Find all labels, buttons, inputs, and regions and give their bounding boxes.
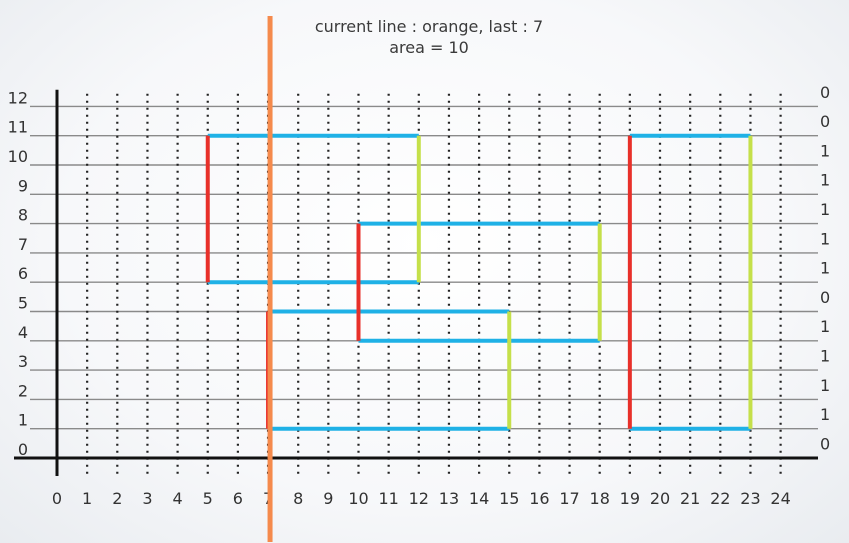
- x-tick-label-10: 10: [348, 489, 368, 508]
- x-tick-label-9: 9: [323, 489, 333, 508]
- x-tick-label-17: 17: [559, 489, 579, 508]
- x-tick-label-24: 24: [770, 489, 790, 508]
- y-tick-label-8: 8: [18, 206, 28, 225]
- right-count-label-3: 1: [820, 171, 830, 190]
- right-count-label-4: 1: [820, 200, 830, 219]
- x-tick-label-12: 12: [409, 489, 429, 508]
- y-tick-label-10: 10: [8, 147, 28, 166]
- right-count-label-12: 0: [820, 434, 830, 453]
- y-tick-label-9: 9: [18, 176, 28, 195]
- x-tick-label-4: 4: [173, 489, 183, 508]
- right-count-label-5: 1: [820, 229, 830, 248]
- x-tick-label-14: 14: [469, 489, 489, 508]
- x-tick-label-22: 22: [710, 489, 730, 508]
- x-tick-label-8: 8: [293, 489, 303, 508]
- x-tick-label-0: 0: [52, 489, 62, 508]
- y-tick-label-11: 11: [8, 118, 28, 137]
- x-tick-label-15: 15: [499, 489, 519, 508]
- y-tick-label-7: 7: [18, 235, 28, 254]
- x-tick-label-2: 2: [112, 489, 122, 508]
- right-count-label-0: 0: [820, 83, 830, 102]
- y-tick-label-12: 12: [8, 88, 28, 107]
- x-tick-label-18: 18: [590, 489, 610, 508]
- y-tick-label-2: 2: [18, 381, 28, 400]
- right-count-label-2: 1: [820, 141, 830, 160]
- x-tick-label-13: 13: [439, 489, 459, 508]
- y-tick-label-4: 4: [18, 323, 28, 342]
- x-tick-label-20: 20: [650, 489, 670, 508]
- x-tick-label-21: 21: [680, 489, 700, 508]
- caption-current-line: current line : orange, last : 7: [314, 17, 544, 36]
- x-tick-label-6: 6: [233, 489, 243, 508]
- y-tick-label-3: 3: [18, 352, 28, 371]
- y-tick-label-5: 5: [18, 294, 28, 313]
- x-tick-label-11: 11: [378, 489, 398, 508]
- x-tick-label-5: 5: [203, 489, 213, 508]
- right-count-label-1: 0: [820, 112, 830, 131]
- right-count-label-11: 1: [820, 405, 830, 424]
- x-tick-label-3: 3: [142, 489, 152, 508]
- x-tick-label-1: 1: [82, 489, 92, 508]
- caption-area: area = 10: [389, 38, 469, 57]
- right-count-label-9: 1: [820, 346, 830, 365]
- x-tick-label-16: 16: [529, 489, 549, 508]
- x-tick-label-19: 19: [620, 489, 640, 508]
- y-tick-label-0: 0: [18, 440, 28, 459]
- right-count-label-8: 1: [820, 317, 830, 336]
- y-tick-label-6: 6: [18, 264, 28, 283]
- y-tick-label-1: 1: [18, 411, 28, 430]
- x-tick-label-23: 23: [740, 489, 760, 508]
- right-count-label-7: 0: [820, 288, 830, 307]
- right-count-label-6: 1: [820, 259, 830, 278]
- right-count-label-10: 1: [820, 376, 830, 395]
